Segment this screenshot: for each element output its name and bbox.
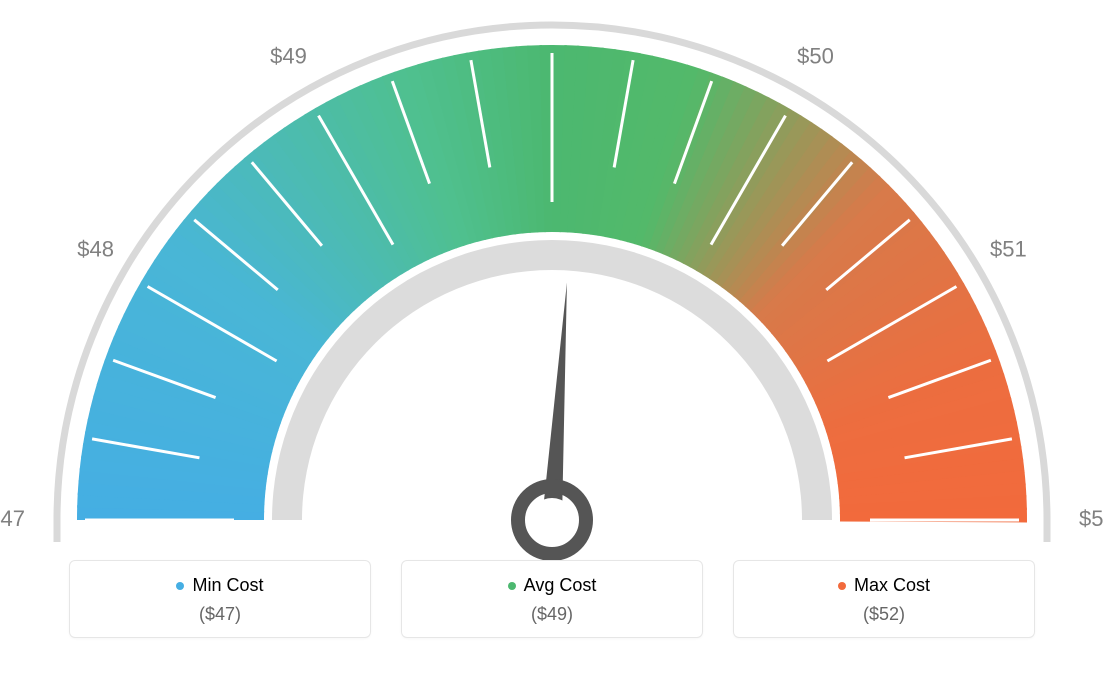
legend-row: Min Cost ($47) Avg Cost ($49) Max Cost (…: [0, 560, 1104, 638]
gauge-tick-label: $51: [990, 237, 1027, 262]
gauge-svg: $47$48$49$49$50$51$52: [0, 0, 1104, 560]
legend-value-max: ($52): [734, 604, 1034, 625]
legend-label-max: Max Cost: [854, 575, 930, 596]
legend-label-avg: Avg Cost: [524, 575, 597, 596]
gauge-chart: $47$48$49$49$50$51$52: [0, 0, 1104, 560]
legend-value-min: ($47): [70, 604, 370, 625]
gauge-tick-label: $49: [270, 44, 307, 69]
gauge-tick-label: $48: [77, 237, 114, 262]
gauge-tick-label: $47: [0, 506, 25, 531]
legend-card-avg: Avg Cost ($49): [401, 560, 703, 638]
legend-dot-icon: [508, 582, 516, 590]
legend-value-avg: ($49): [402, 604, 702, 625]
legend-dot-icon: [176, 582, 184, 590]
legend-label-min: Min Cost: [192, 575, 263, 596]
legend-dot-icon: [838, 582, 846, 590]
legend-title-avg: Avg Cost: [508, 575, 597, 596]
legend-title-max: Max Cost: [838, 575, 930, 596]
gauge-tick-label: $52: [1079, 506, 1104, 531]
gauge-hub-inner: [530, 498, 574, 542]
legend-card-max: Max Cost ($52): [733, 560, 1035, 638]
legend-title-min: Min Cost: [176, 575, 263, 596]
legend-card-min: Min Cost ($47): [69, 560, 371, 638]
gauge-tick-label: $50: [797, 44, 834, 69]
